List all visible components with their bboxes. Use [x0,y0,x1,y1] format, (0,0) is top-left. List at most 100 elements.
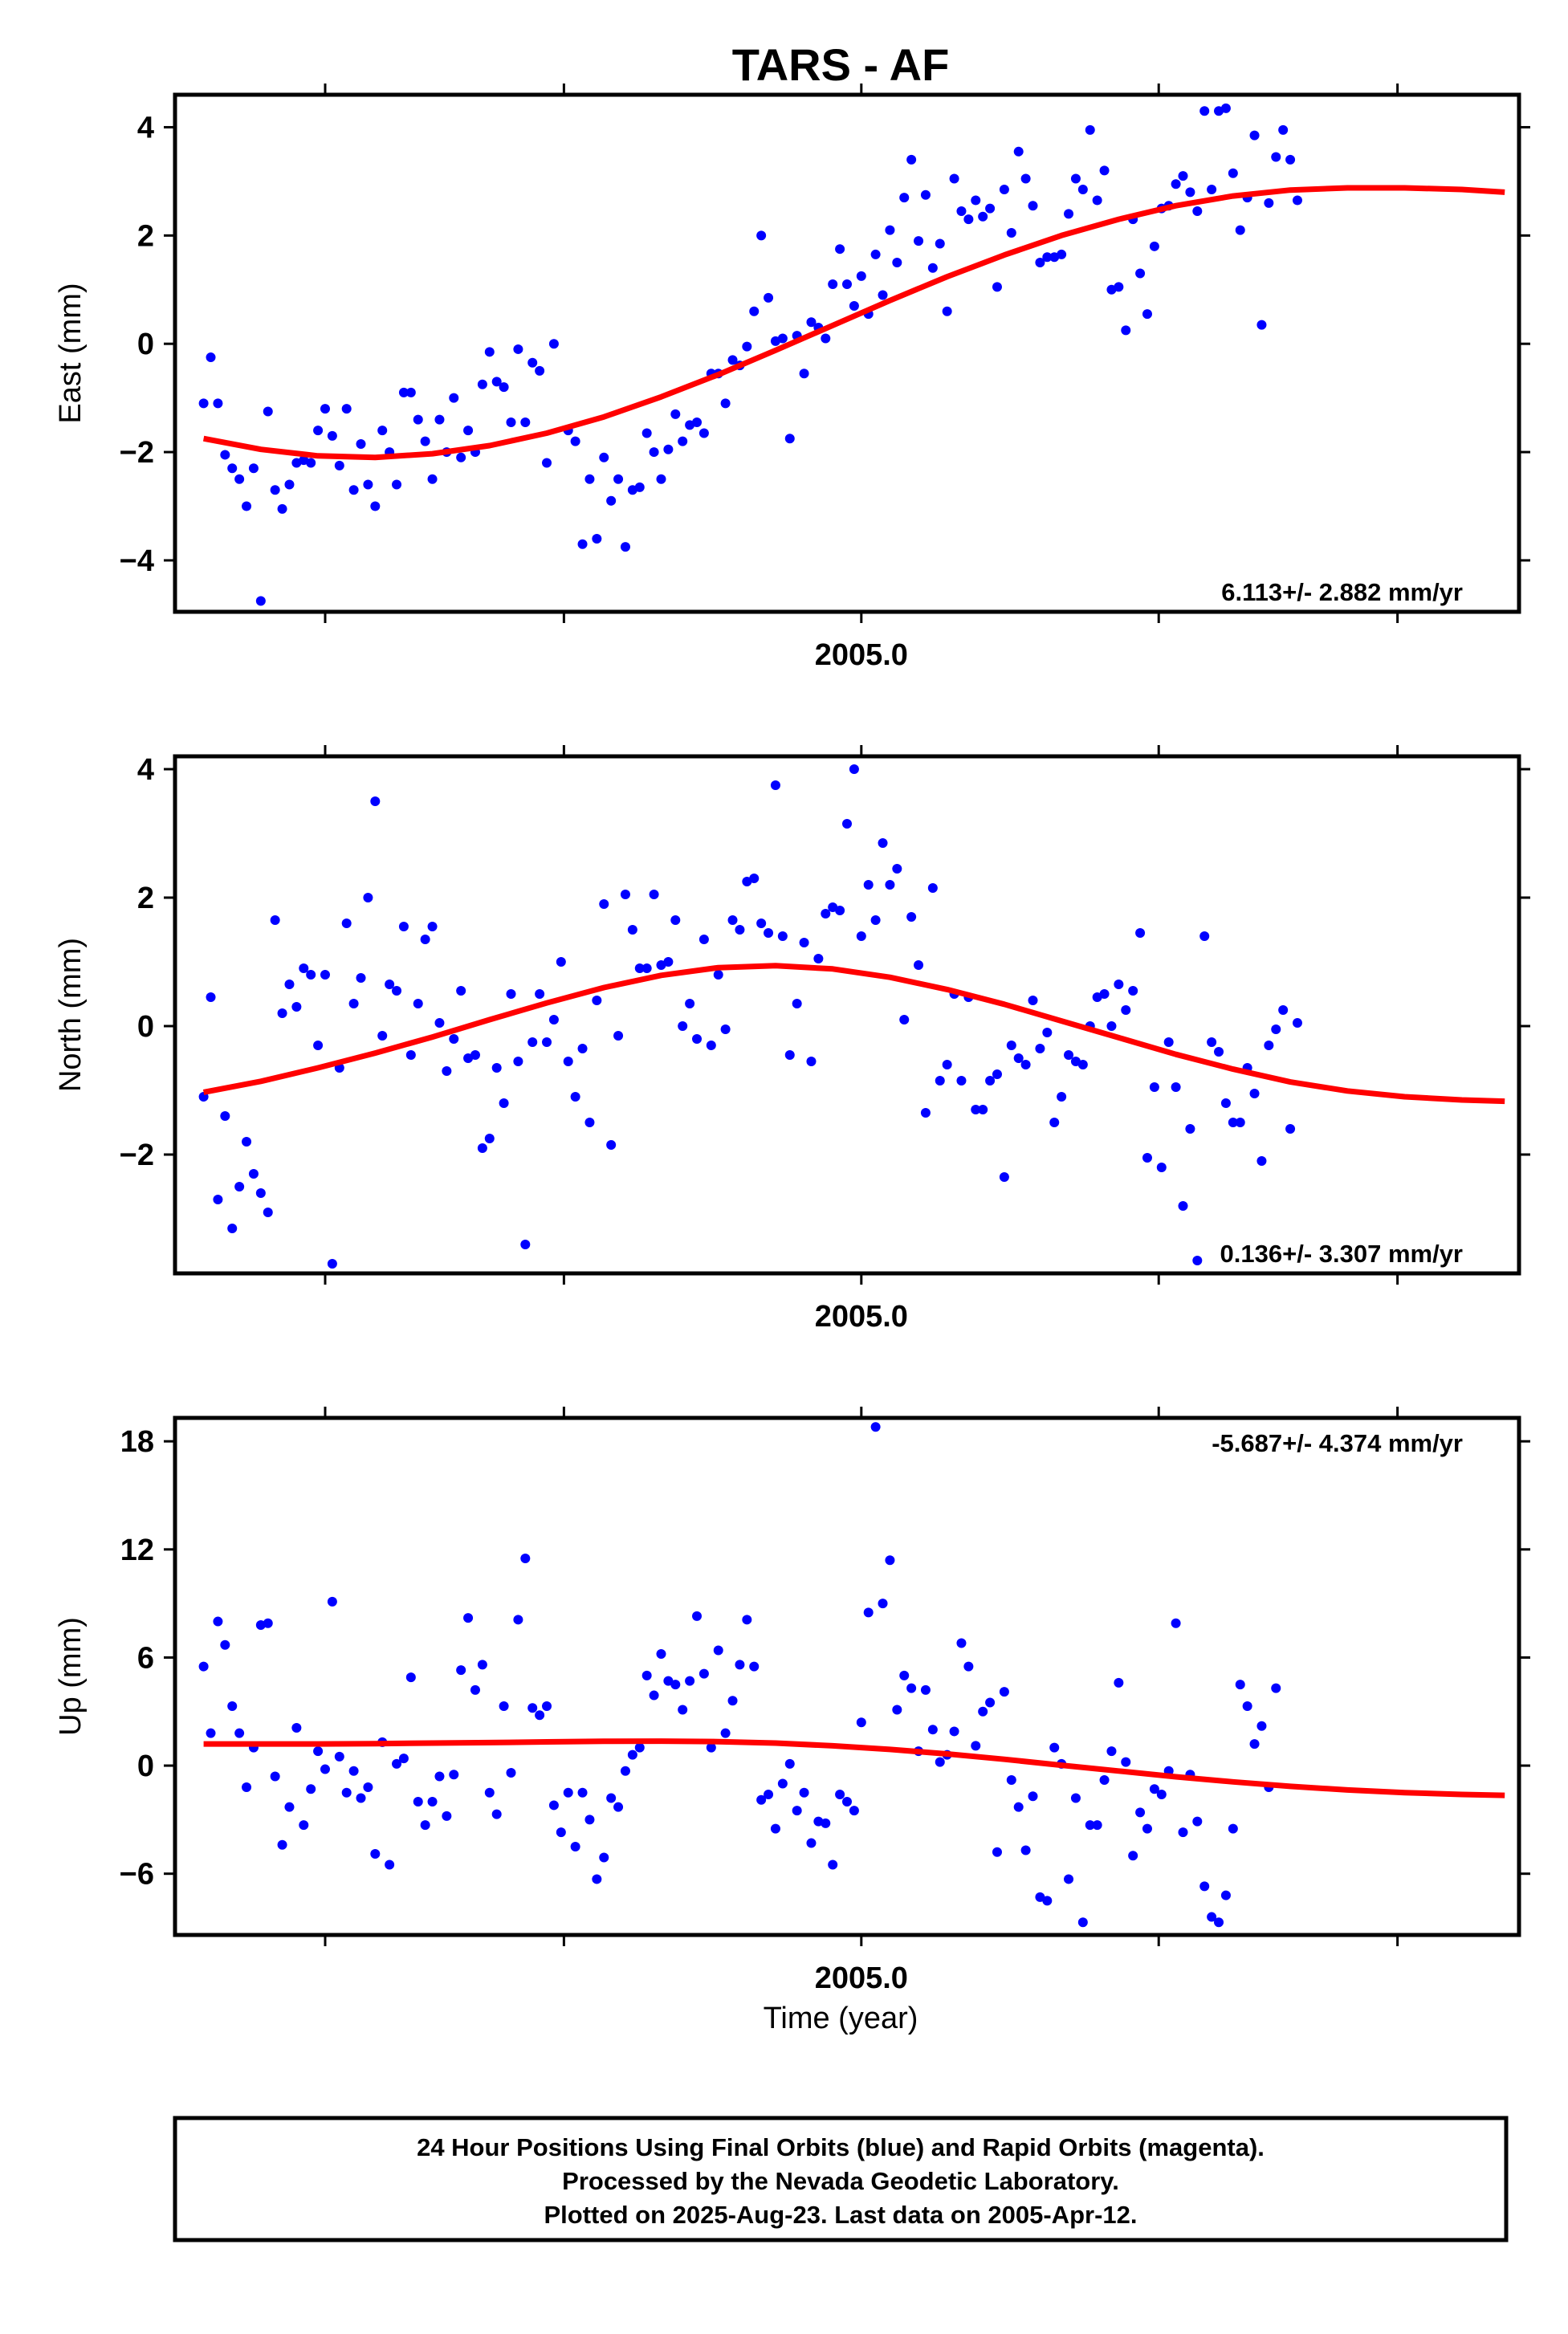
up-xtick-label: 2005.0 [815,1961,908,1995]
north-data-point [1235,1118,1245,1127]
north-data-point [263,1208,273,1217]
north-data-point [577,1044,588,1053]
up-data-point [885,1555,895,1566]
east-data-point [1285,154,1296,165]
north-data-point [885,880,895,890]
up-data-point [870,1422,881,1432]
east-data-point [1192,206,1203,216]
north-data-point [477,1143,487,1153]
north-data-point [1192,1256,1203,1265]
up-data-point [592,1874,602,1884]
east-data-point [727,355,738,365]
up-data-point [899,1670,910,1680]
east-data-point [927,263,938,273]
up-data-point [641,1670,652,1680]
north-data-point [1057,1092,1067,1102]
north-data-point [1228,1118,1238,1127]
up-data-point [527,1703,538,1713]
north-data-point [592,996,602,1005]
up-data-point [320,1764,330,1774]
up-data-point [227,1701,238,1712]
up-data-point [892,1705,902,1715]
north-data-point [1049,1118,1060,1127]
east-data-point [463,426,474,436]
caption-line-3: Plotted on 2025-Aug-23. Last data on 200… [544,2201,1137,2229]
east-data-point [234,474,245,484]
east-data-point [920,189,931,200]
north-data-point [971,1105,981,1114]
east-data-point [777,333,788,344]
north-data-point [248,1169,259,1179]
north-data-point [1135,928,1146,938]
east-data-point [1278,124,1289,135]
north-data-point [556,957,566,967]
north-data-point [799,938,809,947]
up-data-point [263,1618,273,1628]
up-data-point [1049,1742,1060,1753]
north-data-point [348,999,359,1008]
east-data-point [263,406,273,417]
up-data-point [692,1611,703,1621]
north-data-point [484,1134,495,1143]
up-data-point [392,1758,402,1769]
east-fit-line [202,185,1505,461]
north-ytick-label: 4 [137,753,154,787]
up-data-point [277,1839,287,1850]
east-data-point [956,206,967,216]
up-data-point [1085,1820,1095,1831]
north-data-point [1114,980,1124,989]
up-data-point [663,1676,674,1686]
up-data-point [799,1787,809,1798]
up-data-point [363,1782,373,1792]
north-data-point [685,999,695,1008]
up-data-point [1099,1775,1110,1786]
up-data-point [749,1661,760,1672]
up-data-point [484,1787,495,1798]
north-data-point [1064,1050,1074,1060]
east-data-point [720,398,731,409]
north-data-point [392,986,402,996]
east-data-point [592,533,602,544]
up-data-point [1028,1791,1038,1802]
up-data-point [792,1806,802,1816]
east-rate-label: 6.113+/- 2.882 mm/yr [1221,578,1463,606]
east-data-point [992,282,1002,292]
east-data-point [899,193,910,203]
east-data-point [1092,195,1102,206]
up-data-point [935,1757,945,1767]
east-data-point [520,417,531,427]
north-data-point [899,1015,910,1024]
up-data-point [270,1771,280,1782]
up-data-point [606,1793,617,1803]
up-data-point [1020,1845,1031,1855]
up-data-point [449,1770,459,1780]
up-data-point [548,1800,559,1811]
up-data-point [613,1802,624,1812]
north-data-point [770,780,780,790]
up-data-point [470,1684,480,1695]
up-data-point [878,1599,888,1609]
east-frame [173,92,1521,614]
north-data-point [535,989,545,999]
east-data-point [698,428,709,438]
up-data-point [306,1784,316,1794]
east-data-point [198,398,209,409]
north-data-point [449,1034,459,1044]
x-axis-label: Time (year) [764,2002,918,2035]
up-ytick-label: 0 [137,1749,154,1783]
north-data-point [1256,1156,1267,1166]
north-data-point [1035,1044,1045,1053]
east-data-point [1006,227,1016,238]
up-data-point [835,1789,845,1799]
up-data-point [499,1701,509,1712]
caption-box: 24 Hour Positions Using Final Orbits (bl… [173,2116,1509,2242]
north-data-point [284,980,295,989]
up-data-point [821,1818,831,1828]
north-data-point [764,928,774,938]
east-data-point [413,414,423,425]
up-data-point [463,1613,474,1623]
east-y-axis-label: East (mm) [54,283,88,423]
north-data-point [870,915,881,925]
up-data-point [949,1726,959,1737]
